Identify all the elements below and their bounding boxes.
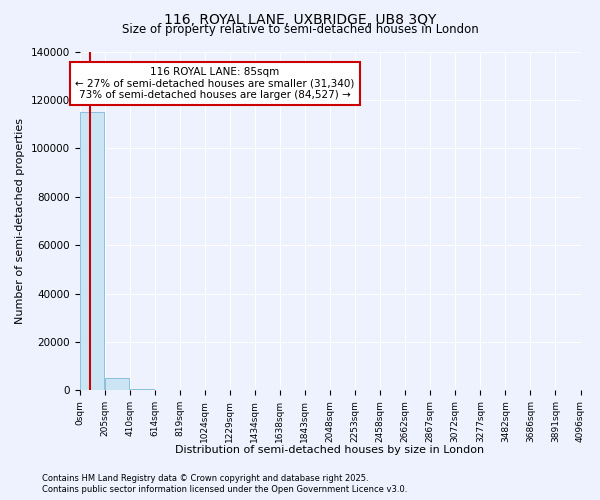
- X-axis label: Distribution of semi-detached houses by size in London: Distribution of semi-detached houses by …: [175, 445, 485, 455]
- Bar: [130, 388, 154, 390]
- Text: 116, ROYAL LANE, UXBRIDGE, UB8 3QY: 116, ROYAL LANE, UXBRIDGE, UB8 3QY: [164, 12, 436, 26]
- Bar: [105, 378, 130, 390]
- Bar: [80, 112, 104, 390]
- Text: Contains HM Land Registry data © Crown copyright and database right 2025.
Contai: Contains HM Land Registry data © Crown c…: [42, 474, 407, 494]
- Text: 116 ROYAL LANE: 85sqm
← 27% of semi-detached houses are smaller (31,340)
73% of : 116 ROYAL LANE: 85sqm ← 27% of semi-deta…: [75, 66, 355, 100]
- Text: Size of property relative to semi-detached houses in London: Size of property relative to semi-detach…: [122, 22, 478, 36]
- Y-axis label: Number of semi-detached properties: Number of semi-detached properties: [15, 118, 25, 324]
